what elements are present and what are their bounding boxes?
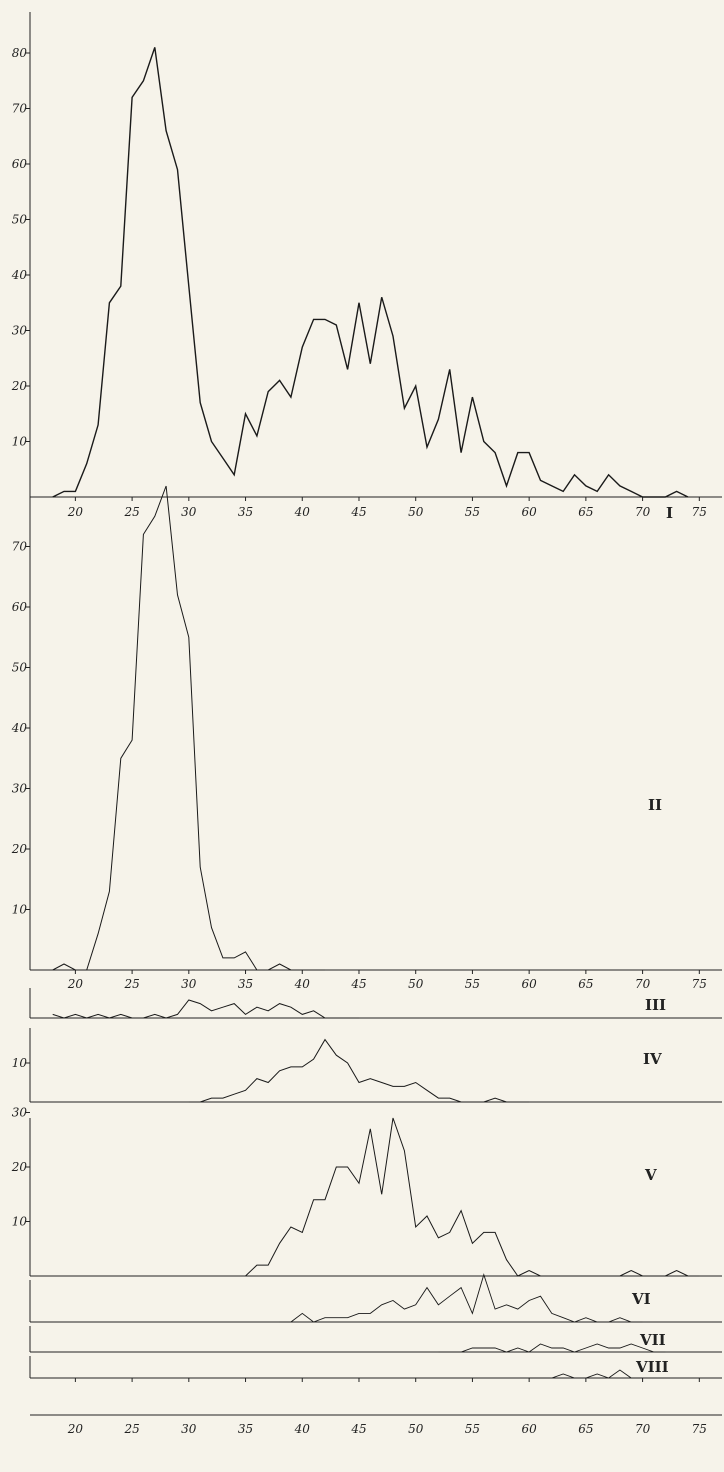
y-tick-label: 20 bbox=[11, 379, 28, 393]
panel-viii: 20 25 30 35 40 45 50 55 60 65 70 75 VIII bbox=[29, 1356, 722, 1436]
x-tick-label: 40 bbox=[294, 977, 311, 991]
y-tick-label: 70 bbox=[12, 540, 28, 554]
x-tick-label: 20 bbox=[67, 505, 84, 519]
y-tick-label: 10 bbox=[12, 1056, 28, 1070]
x-tick-label: 40 bbox=[294, 1422, 311, 1436]
x-tick-label: 50 bbox=[408, 1422, 424, 1436]
x-tick-label: 45 bbox=[350, 1422, 366, 1436]
y-tick-label: 40 bbox=[11, 268, 28, 282]
y-tick-label: 20 bbox=[11, 1160, 28, 1174]
y-tick-label: 30 bbox=[12, 324, 28, 338]
series-line bbox=[438, 1343, 666, 1353]
x-tick-label: 40 bbox=[294, 505, 311, 519]
panel-label: VIII bbox=[635, 1358, 669, 1376]
x-tick-label: 75 bbox=[692, 1422, 707, 1436]
x-tick-label: 25 bbox=[123, 505, 139, 519]
y-tick-label: 50 bbox=[12, 661, 28, 675]
y-tick-label: 10 bbox=[12, 903, 28, 917]
series-line bbox=[52, 47, 689, 498]
series-line bbox=[52, 999, 359, 1019]
panel-label: VII bbox=[639, 1331, 666, 1349]
x-tick-label: 60 bbox=[522, 977, 538, 991]
series-line bbox=[245, 1117, 700, 1277]
panel-label: I bbox=[666, 504, 673, 522]
series-line bbox=[529, 1369, 643, 1379]
x-tick-label: 65 bbox=[578, 505, 593, 519]
panel-ii: 10 20 30 40 50 60 70 20 25 30 35 40 45 50 55 60 65 70 75 II bbox=[11, 485, 722, 991]
series-line bbox=[52, 485, 325, 971]
x-tick-label: 30 bbox=[181, 505, 197, 519]
y-tick-label: 60 bbox=[12, 157, 28, 171]
x-tick-label: 35 bbox=[238, 505, 253, 519]
x-tick-label: 70 bbox=[635, 977, 651, 991]
x-tick-label: 30 bbox=[181, 1422, 197, 1436]
x-tick-label: 35 bbox=[238, 1422, 253, 1436]
panel-label: V bbox=[644, 1166, 657, 1184]
y-tick-label: 30 bbox=[12, 1106, 28, 1120]
panel-label: IV bbox=[643, 1050, 662, 1068]
x-tick-label: 20 bbox=[67, 977, 84, 991]
x-tick-label: 70 bbox=[635, 505, 651, 519]
x-tick-label: 25 bbox=[123, 1422, 139, 1436]
x-tick-label: 55 bbox=[465, 505, 480, 519]
x-tick-label: 65 bbox=[578, 1422, 593, 1436]
x-tick-label: 20 bbox=[67, 1422, 84, 1436]
series-line bbox=[279, 1273, 643, 1323]
x-tick-label: 50 bbox=[408, 505, 424, 519]
x-tick-label: 45 bbox=[350, 505, 366, 519]
y-tick-label: 10 bbox=[12, 435, 28, 449]
x-tick-label: 75 bbox=[692, 977, 707, 991]
panel-vii: VII bbox=[29, 1326, 722, 1353]
x-tick-label: 75 bbox=[692, 505, 707, 519]
x-tick-label: 25 bbox=[123, 977, 139, 991]
panel-v: 10 20 30 V bbox=[11, 1106, 722, 1277]
x-tick-label: 45 bbox=[350, 977, 366, 991]
y-tick-label: 40 bbox=[11, 721, 28, 735]
x-tick-label: 35 bbox=[238, 977, 253, 991]
y-tick-label: 60 bbox=[12, 600, 28, 614]
panel-i: 10 20 30 40 50 60 70 80 20 25 30 35 40 45 50 55 60 65 70 75… bbox=[11, 12, 722, 522]
panel-iii: III bbox=[29, 988, 722, 1019]
x-tick-label: 60 bbox=[522, 1422, 538, 1436]
y-tick-label: 70 bbox=[12, 102, 28, 116]
y-tick-label: 50 bbox=[12, 213, 28, 227]
y-tick-label: 20 bbox=[11, 842, 28, 856]
y-tick-label: 10 bbox=[12, 1215, 28, 1229]
panel-vi: VI bbox=[29, 1273, 722, 1323]
x-tick-label: 65 bbox=[578, 977, 593, 991]
panel-iv: 10 IV bbox=[12, 1028, 722, 1103]
panel-label: III bbox=[645, 996, 666, 1014]
panel-label: II bbox=[648, 796, 662, 814]
x-tick-label: 70 bbox=[635, 1422, 651, 1436]
y-tick-label: 80 bbox=[12, 46, 28, 60]
series-line bbox=[188, 1038, 530, 1103]
x-tick-label: 60 bbox=[522, 505, 538, 519]
x-tick-label: 50 bbox=[408, 977, 424, 991]
x-tick-label: 55 bbox=[465, 1422, 480, 1436]
panel-label: VI bbox=[631, 1290, 651, 1308]
x-tick-label: 30 bbox=[181, 977, 197, 991]
y-tick-label: 30 bbox=[12, 782, 28, 796]
x-tick-label: 55 bbox=[465, 977, 480, 991]
